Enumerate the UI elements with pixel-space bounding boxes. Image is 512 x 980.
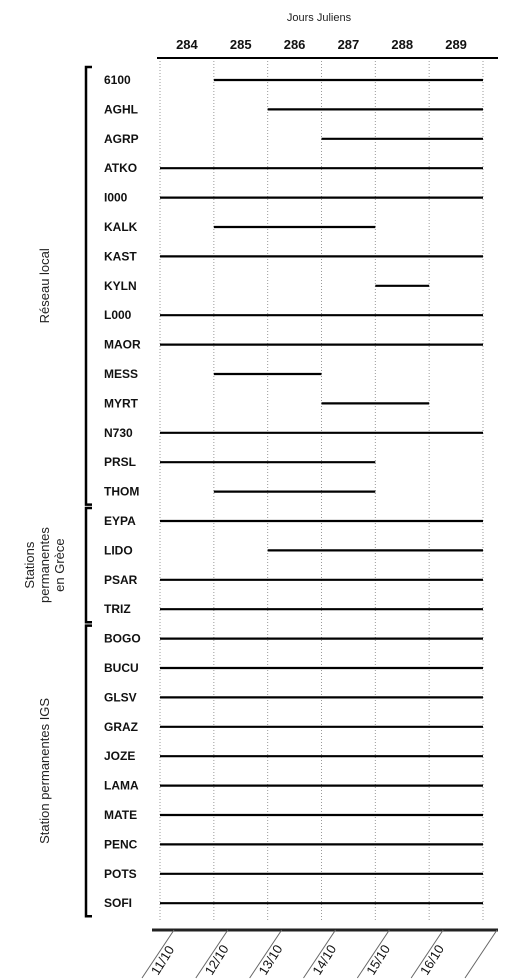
grid-layer (159, 58, 484, 920)
station-label: 6100 (104, 73, 131, 87)
station-label: LAMA (104, 779, 139, 793)
x-tick-label: 288 (391, 37, 413, 52)
x-tick-label: 289 (445, 37, 467, 52)
station-label: AGHL (104, 102, 138, 116)
station-label: L000 (104, 308, 132, 322)
date-tick-mark (410, 929, 444, 979)
station-label: BOGO (104, 632, 141, 646)
date-tick-mark (303, 929, 336, 979)
group-label-line: Station permanentes IGS (37, 698, 52, 844)
x-tick-label: 287 (338, 37, 360, 52)
date-tick-mark (464, 929, 498, 979)
station-label: MAOR (104, 338, 141, 352)
x-tick-label: 286 (284, 37, 306, 52)
station-label: THOM (104, 485, 139, 499)
group-bracket (84, 624, 92, 918)
station-label: KYLN (104, 279, 137, 293)
station-label: EYPA (104, 514, 136, 528)
station-label: TRIZ (104, 602, 131, 616)
station-label: I000 (104, 191, 128, 205)
group-bracket (84, 65, 92, 506)
group-label-line: Stations (22, 541, 37, 588)
group-label: Stationspermanentesen Grèce (22, 527, 67, 603)
x-tick-label: 285 (230, 37, 252, 52)
group-label: Station permanentes IGS (37, 698, 52, 844)
station-label: ATKO (104, 161, 137, 175)
x-axis-title: Jours Juliens (287, 12, 352, 24)
station-label: BUCU (104, 661, 139, 675)
station-label: PSAR (104, 573, 138, 587)
bars-layer (160, 78, 483, 905)
station-label: AGRP (104, 132, 139, 146)
station-label: MATE (104, 808, 137, 822)
station-label: N730 (104, 426, 133, 440)
date-tick-mark (195, 929, 229, 979)
date-tick-mark (356, 929, 390, 979)
x-tick-label: 284 (176, 37, 198, 52)
group-bracket (84, 506, 92, 624)
station-label: GLSV (104, 690, 137, 704)
station-label: KAST (104, 249, 137, 263)
group-label-line: permanentes (37, 527, 52, 603)
station-label: SOFI (104, 896, 132, 910)
date-tick-mark (141, 929, 175, 979)
station-label: LIDO (104, 543, 133, 557)
station-label: KALK (104, 220, 138, 234)
station-label: POTS (104, 867, 137, 881)
group-label-line: Réseau local (37, 248, 52, 323)
group-label-line: en Grèce (52, 538, 67, 591)
date-tick-mark (249, 929, 283, 979)
group-label: Réseau local (37, 248, 52, 323)
station-label: JOZE (104, 749, 135, 763)
station-label: MESS (104, 367, 138, 381)
station-label: GRAZ (104, 720, 138, 734)
station-label: PENC (104, 837, 138, 851)
station-label: PRSL (104, 455, 136, 469)
groups-layer: Réseau local 6100 AGHL AGRP ATKO I000 KALK KAST… (22, 65, 141, 918)
station-label: MYRT (104, 396, 139, 410)
